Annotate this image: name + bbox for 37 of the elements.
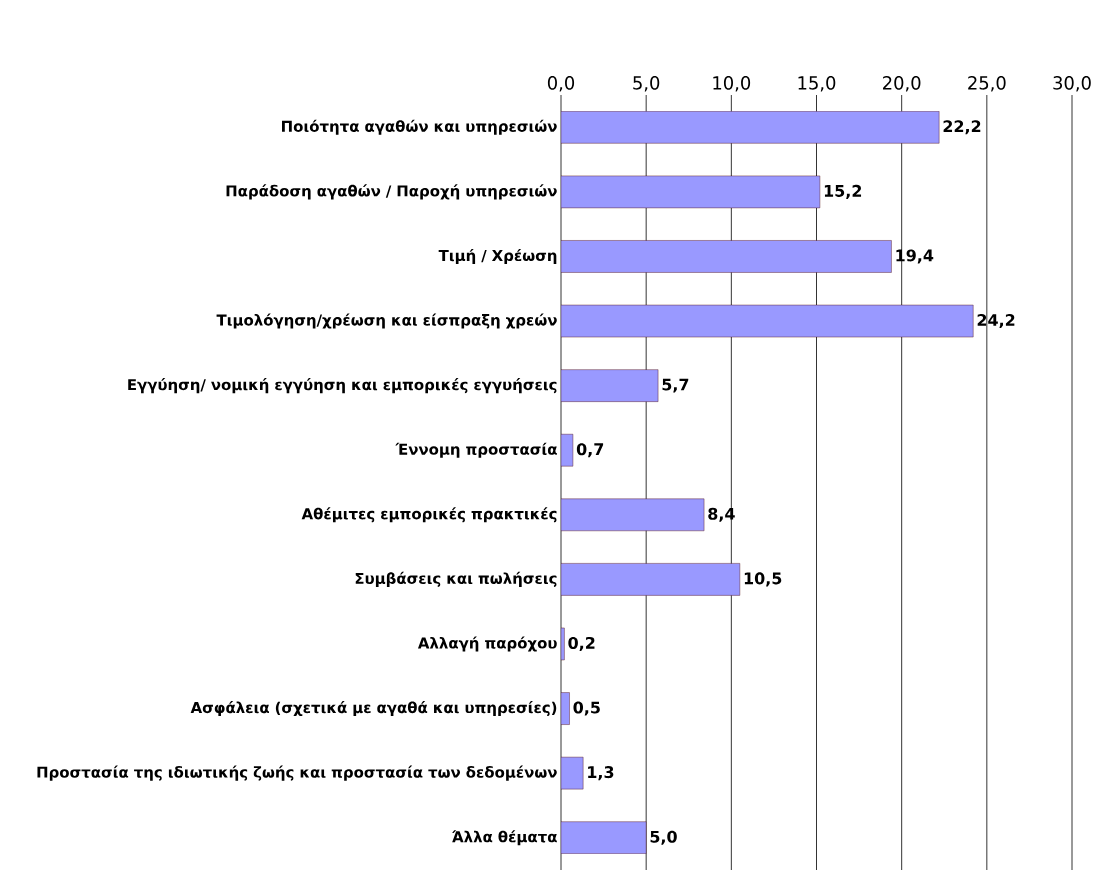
- x-tick-label: 10,0: [713, 76, 751, 92]
- x-tick-label: 30,0: [1053, 76, 1091, 92]
- bar: [561, 821, 647, 854]
- bar: [561, 498, 705, 531]
- data-label: 0,7: [576, 443, 604, 458]
- y-tick-label: Τιμολόγηση/χρέωση και είσπραξη χρεών: [216, 313, 557, 329]
- data-label: 0,2: [568, 636, 595, 652]
- y-tick-label: Παράδοση αγαθών / Παροχή υπηρεσιών: [226, 184, 557, 200]
- data-label: 1,3: [588, 766, 614, 781]
- y-tick-label: Προστασία της ιδιωτικής ζωής και προστασία των δεδομένων: [37, 765, 557, 781]
- y-tick-label: Άλλα θέματα: [452, 830, 557, 846]
- data-label: 24,2: [977, 314, 1015, 329]
- data-label: 10,5: [744, 572, 782, 587]
- bar: [561, 240, 892, 273]
- y-tick-label: Ποιότητα αγαθών και υπηρεσιών: [282, 119, 557, 135]
- data-label: 5,0: [650, 830, 677, 845]
- bar: [561, 111, 940, 144]
- data-label: 0,5: [573, 701, 600, 716]
- y-tick-label: Αθέμιτες εμπορικές πρακτικές: [301, 507, 557, 523]
- x-tick-label: 20,0: [883, 76, 921, 92]
- bar: [561, 563, 741, 596]
- y-tick-label: Έννομη προστασία: [395, 442, 557, 458]
- data-label: 15,2: [824, 184, 862, 199]
- y-tick-label: Αλλαγή παρόχου: [417, 636, 557, 652]
- bar: [561, 175, 821, 209]
- x-tick-label: 25,0: [968, 76, 1006, 92]
- y-tick-label: Εγγύηση/ νομική εγγύηση και εμπορικές εγγυήσεις: [128, 378, 557, 394]
- x-tick-label: 5,0: [633, 76, 660, 92]
- x-tick-label: 15,0: [798, 76, 836, 92]
- bar: [561, 369, 659, 402]
- y-tick-label: Ασφάλεια (σχετικά με αγαθά και υπηρεσίες): [190, 701, 557, 717]
- y-tick-label: Τιμή / Χρέωση: [438, 248, 557, 264]
- bar: [561, 304, 974, 338]
- data-label: 22,2: [943, 120, 981, 135]
- y-tick-label: Συμβάσεις και πωλήσεις: [355, 571, 557, 587]
- x-tick-label: 0,0: [547, 76, 575, 92]
- data-label: 5,7: [662, 378, 689, 393]
